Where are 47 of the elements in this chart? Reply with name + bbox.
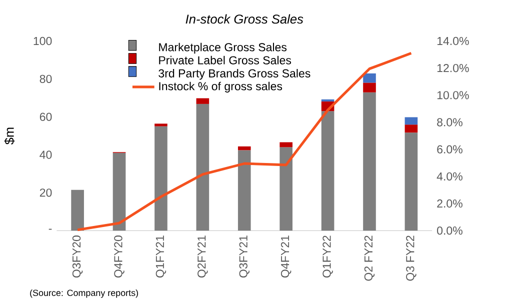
y-tick-label: - — [48, 228, 52, 230]
x-tick-label: Q2 FY22 — [364, 235, 375, 280]
y-tick-label: 60 — [40, 112, 52, 121]
x-tick-label: Q3FY20 — [72, 235, 83, 278]
bar — [404, 116, 418, 124]
x-tick-label: Q2FY21 — [198, 235, 208, 278]
y2-tick-label: 6.0% — [437, 145, 462, 154]
y2-tick-label: 14.0% — [437, 36, 469, 45]
y2-tick-label: 4.0% — [436, 172, 462, 180]
bar — [321, 110, 334, 230]
bar — [196, 104, 210, 230]
y2-tick-label: 0.0% — [437, 226, 462, 234]
legend-label: 3rd Party Brands Gross Sales — [158, 68, 310, 80]
x-tick-label: Q4FY20 — [114, 235, 124, 278]
bar — [71, 190, 84, 230]
y2-tick-label: 8.0% — [437, 118, 462, 126]
text: (Source: Company reports) — [30, 289, 138, 298]
x-tick-label: Q1FY22 — [322, 235, 333, 278]
bar — [154, 126, 168, 230]
y2-tick-label: 12.0% — [437, 64, 469, 72]
chart-title: In-stock Gross Sales — [186, 14, 304, 24]
x-tick-label: Q1FY21 — [156, 235, 166, 278]
bar — [112, 152, 126, 230]
bar — [404, 124, 418, 132]
y-tick-label: 40 — [40, 150, 52, 159]
bar — [363, 73, 376, 82]
legend-label: Private Label Gross Sales — [159, 56, 292, 64]
y-tick-label: 80 — [40, 74, 52, 83]
legend-label: Marketplace Gross Sales — [159, 42, 287, 54]
bar — [280, 142, 292, 147]
y2-tick-label: 2.0% — [437, 199, 462, 208]
bar — [280, 146, 292, 230]
bar — [154, 123, 168, 126]
bar — [363, 92, 376, 230]
x-tick-label: Q4FY21 — [280, 235, 292, 278]
x-tick-label: Q3 FY22 — [406, 235, 416, 280]
y-tick-label: 20 — [40, 188, 52, 197]
legend-label: Instock % of gross sales — [159, 82, 282, 92]
y2-tick-label: 10.0% — [437, 90, 469, 100]
bar — [238, 146, 251, 150]
bar — [238, 150, 251, 230]
bar — [363, 82, 376, 92]
x-tick-label: Q3FY21 — [239, 235, 250, 278]
bar — [404, 132, 418, 230]
y-axis-title: $m — [4, 128, 15, 144]
y-tick-label: 100 — [34, 36, 52, 45]
bar — [196, 98, 210, 104]
